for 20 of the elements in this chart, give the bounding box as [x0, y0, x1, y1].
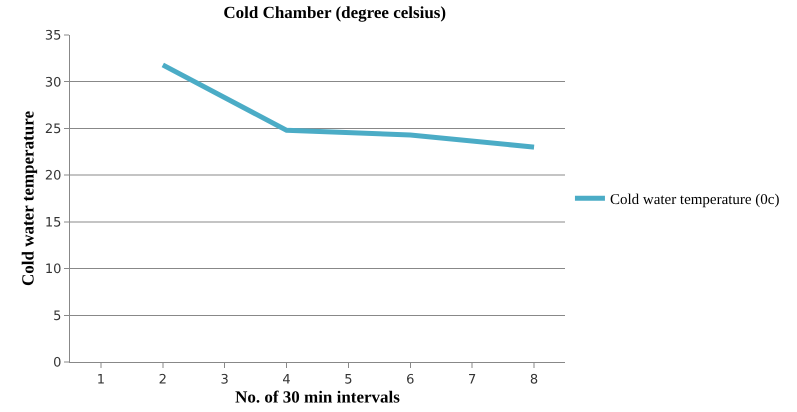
- x-tick-label: 4: [282, 372, 291, 388]
- x-tick-label: 1: [96, 372, 106, 388]
- y-tick-label: 5: [53, 308, 62, 324]
- x-axis-title: No. of 30 min intervals: [235, 388, 400, 407]
- x-tick-label: 8: [530, 372, 538, 388]
- x-tick-label: 7: [468, 372, 476, 388]
- x-tick-label: 6: [406, 372, 414, 388]
- x-tick-label: 3: [220, 372, 229, 388]
- y-tick-label: 25: [44, 122, 62, 137]
- y-tick-label: 10: [44, 262, 62, 278]
- x-tick-label: 2: [158, 372, 167, 388]
- legend-label: Cold water temperature (0c): [610, 192, 780, 208]
- chart-title: Cold Chamber (degree celsius): [223, 3, 446, 22]
- y-axis-title: Cold water temperature: [18, 110, 38, 286]
- y-tick-label: 35: [44, 28, 62, 44]
- y-tick-label: 30: [44, 75, 62, 90]
- y-tick-label: 20: [44, 168, 62, 184]
- y-tick-label: 0: [53, 356, 62, 371]
- y-tick-label: 15: [44, 215, 62, 230]
- x-tick-label: 5: [344, 372, 353, 388]
